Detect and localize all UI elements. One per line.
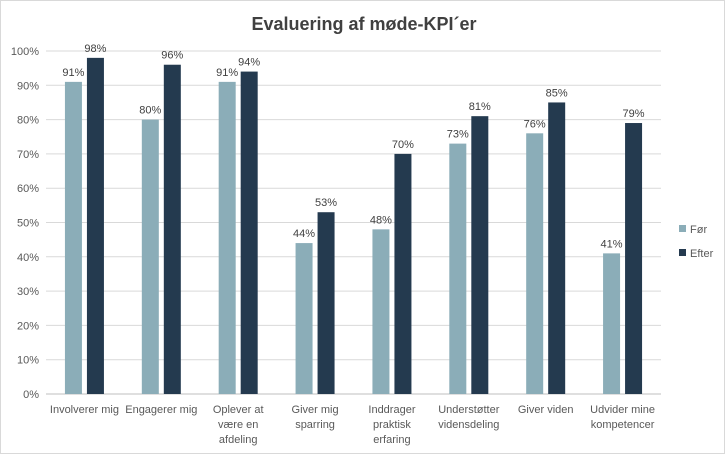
bar-efter <box>317 212 335 394</box>
bar-foer <box>218 81 236 395</box>
data-label: 81% <box>469 101 491 113</box>
y-tick-label: 20% <box>17 320 39 332</box>
legend-swatch <box>679 225 686 232</box>
x-category-label: Involverer mig <box>50 404 119 416</box>
bar-foer <box>449 143 467 394</box>
x-category-label: Oplever at være en afdeling <box>213 404 264 446</box>
data-label: 80% <box>139 105 161 117</box>
x-category-label: Giver mig sparring <box>292 404 339 431</box>
bar-foer <box>295 243 313 394</box>
bar-foer <box>526 133 544 394</box>
bar-efter <box>471 116 489 395</box>
x-category-label: Engagerer mig <box>125 404 197 416</box>
y-tick-label: 90% <box>17 80 39 92</box>
data-label: 41% <box>601 238 623 250</box>
data-label: 85% <box>546 87 568 99</box>
legend: Før Efter <box>679 224 714 260</box>
data-label: 98% <box>84 43 106 55</box>
data-label: 91% <box>216 67 238 79</box>
x-category-label: Inddrager praktisk erfaring <box>368 404 415 446</box>
y-tick-label: 100% <box>11 46 39 58</box>
data-label: 96% <box>161 50 183 62</box>
data-labels: 91%98%80%96%91%94%44%53%48%70%73%81%76%8… <box>62 43 644 251</box>
chart-title: Evaluering af møde-KPI´er <box>251 14 476 34</box>
y-tick-label: 60% <box>17 183 39 195</box>
data-label: 79% <box>623 108 645 120</box>
x-category-label: Udvider mine kompetencer <box>590 404 655 431</box>
data-label: 53% <box>315 197 337 209</box>
data-label: 70% <box>392 139 414 151</box>
y-tick-label: 40% <box>17 252 39 264</box>
legend-swatch <box>679 249 686 256</box>
data-label: 91% <box>62 67 84 79</box>
bar-efter <box>240 71 258 394</box>
y-tick-label: 30% <box>17 286 39 298</box>
x-category-label: Giver viden <box>518 404 574 416</box>
y-tick-label: 80% <box>17 115 39 127</box>
gridlines <box>46 50 661 395</box>
bar-efter <box>86 57 104 395</box>
legend-label: Før <box>690 224 707 236</box>
data-label: 94% <box>238 57 260 69</box>
bar-foer <box>64 81 82 395</box>
y-axis-tick-labels: 0% 10% 20% 30% 40% 50% 60% 70% 80% 90% 100% <box>11 46 39 401</box>
bar-efter <box>394 153 412 394</box>
y-tick-label: 70% <box>17 149 39 161</box>
y-tick-label: 50% <box>17 218 39 230</box>
data-label: 44% <box>293 228 315 240</box>
x-axis-category-labels: Involverer mig Engagerer mig Oplever at vær… <box>50 404 655 446</box>
bar-foer <box>603 253 621 394</box>
bars <box>64 57 643 395</box>
bar-efter <box>548 102 566 394</box>
bar-foer <box>372 229 390 394</box>
x-category-label: Understøtter vidensdeling <box>438 404 499 431</box>
y-tick-label: 10% <box>17 355 39 367</box>
legend-label: Efter <box>690 248 714 260</box>
data-label: 48% <box>370 214 392 226</box>
bar-foer <box>141 119 159 394</box>
data-label: 76% <box>524 118 546 130</box>
bar-efter <box>625 123 643 394</box>
data-label: 73% <box>447 129 469 141</box>
y-tick-label: 0% <box>23 389 39 401</box>
bar-efter <box>163 64 181 394</box>
